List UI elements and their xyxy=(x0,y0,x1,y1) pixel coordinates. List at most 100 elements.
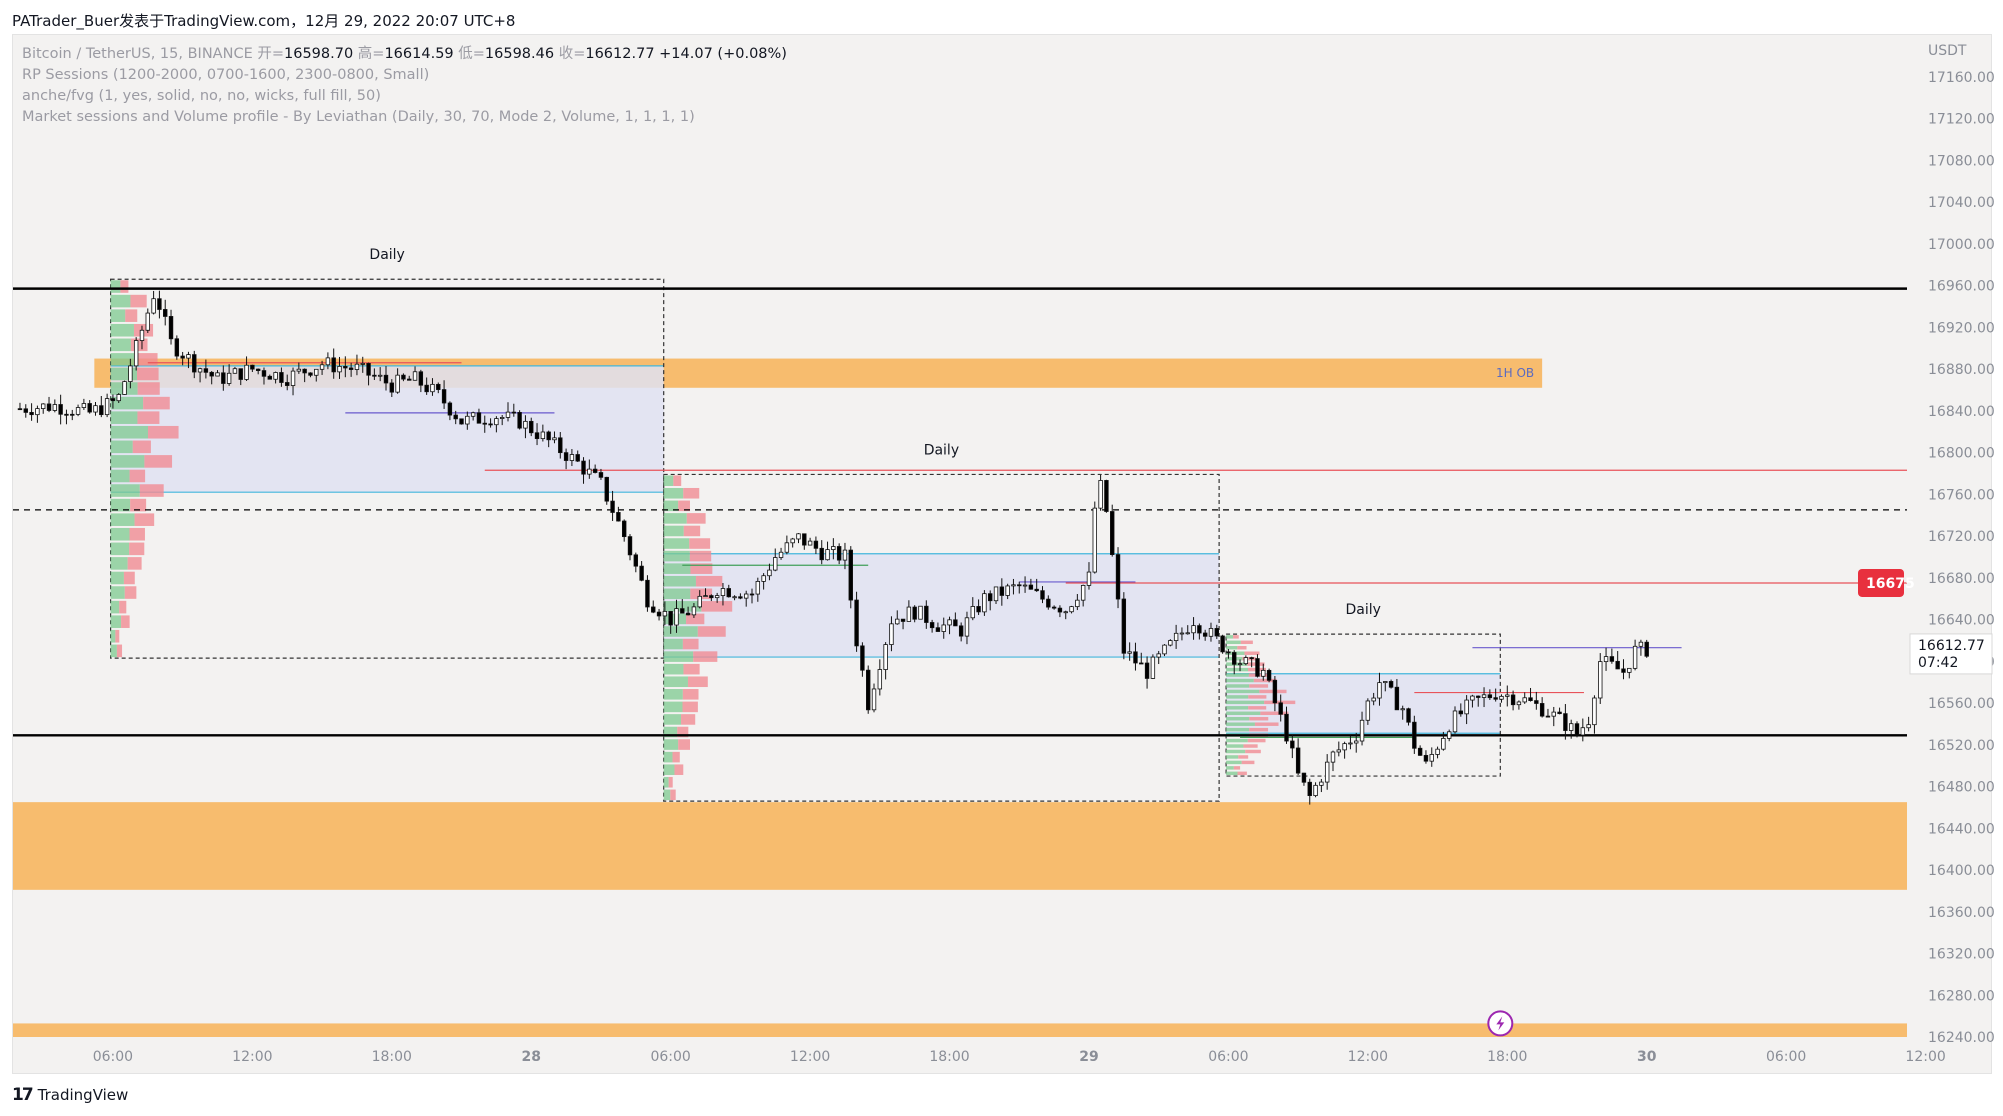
volume-profile-bar-up xyxy=(663,538,690,549)
time-tick-label: 06:00 xyxy=(1766,1049,1806,1065)
candle-down xyxy=(110,398,116,402)
volume-profile-bar-down xyxy=(119,600,127,614)
volume-profile-bar-down xyxy=(1245,749,1261,754)
volume-profile-bar-down xyxy=(144,455,173,468)
volume-profile-bar-down xyxy=(139,484,164,497)
volume-profile-bar-down xyxy=(670,789,676,801)
candle-up xyxy=(825,549,830,561)
candle-down xyxy=(447,402,453,416)
candle-up xyxy=(505,411,511,418)
low-value: 16598.46 xyxy=(484,46,555,62)
candle-up xyxy=(720,588,726,596)
close-value: 16612.77 xyxy=(585,46,655,62)
price-tick-label: 16240.00 xyxy=(1928,1030,1995,1046)
volume-profile-bar-up xyxy=(1226,706,1249,710)
volume-profile-bar-up xyxy=(110,396,144,410)
plot-layer: 1H OB Daily Daily Daily xyxy=(13,247,1907,1037)
candle-down xyxy=(1220,635,1225,653)
candle-down xyxy=(1394,686,1400,711)
candle-down xyxy=(639,565,644,581)
indicator-anche-fvg[interactable]: anche/fvg (1, yes, solid, no, no, wicks,… xyxy=(22,88,381,104)
volume-profile-bar-up xyxy=(110,557,128,570)
volume-profile-bar-down xyxy=(1242,656,1256,661)
candle-up xyxy=(1168,640,1173,646)
candle-up xyxy=(1185,632,1190,635)
candle-up xyxy=(732,596,737,599)
volume-profile-bar-down xyxy=(701,601,733,612)
price-tick-label: 17040.00 xyxy=(1928,195,1995,211)
candle-down xyxy=(621,520,627,538)
candle-down xyxy=(424,384,429,393)
indicator-rp-sessions[interactable]: RP Sessions (1200-2000, 0700-1600, 2300-… xyxy=(22,67,430,83)
candle-up xyxy=(1632,645,1638,669)
candle-up xyxy=(1086,571,1092,586)
candle-down xyxy=(441,389,447,404)
candle-up xyxy=(499,417,505,419)
volume-profile-bar-up xyxy=(110,338,131,352)
price-tick-label: 16960.00 xyxy=(1928,279,1995,295)
candle-up xyxy=(52,404,58,411)
volume-profile-bar-up xyxy=(663,726,678,738)
candle-up xyxy=(226,372,232,384)
session-label: Daily xyxy=(369,247,404,263)
volume-profile-bar-up xyxy=(1226,684,1250,688)
candle-down xyxy=(209,371,214,377)
volume-profile-bar-down xyxy=(677,726,689,738)
volume-profile-bar-down xyxy=(674,764,684,775)
volume-profile-bar-down xyxy=(143,396,170,410)
volume-profile-bar-down xyxy=(130,498,147,512)
candle-down xyxy=(651,606,656,613)
candle-down xyxy=(575,454,580,462)
volume-profile-bar-up xyxy=(663,676,688,688)
candle-down xyxy=(592,468,598,473)
candle-up xyxy=(1208,628,1214,637)
candle-up xyxy=(1377,682,1382,699)
candle-up xyxy=(1022,584,1028,587)
candle-up xyxy=(691,606,697,616)
volume-profile-bar-down xyxy=(121,615,130,628)
volume-profile-bar-up xyxy=(110,455,145,468)
tradingview-footer[interactable]: 𝟭𝟳 TradingView xyxy=(12,1085,128,1105)
price-tick-label: 16680.00 xyxy=(1928,571,1995,587)
volume-profile-bar-down xyxy=(689,538,711,549)
volume-profile-bar-down xyxy=(125,309,138,322)
candle-up xyxy=(1237,663,1243,666)
candle-up xyxy=(1173,632,1179,641)
currency-label: USDT xyxy=(1928,43,1967,59)
price-tick-label: 16800.00 xyxy=(1928,446,1995,462)
volume-profile-bar-up xyxy=(110,309,126,322)
time-tick-label: 12:00 xyxy=(232,1049,272,1065)
volume-profile-bar-up xyxy=(663,789,671,801)
candle-up xyxy=(1627,667,1632,673)
volume-profile-bar-down xyxy=(1260,711,1289,716)
high-label: 高= xyxy=(357,46,385,62)
candle-up xyxy=(871,688,877,711)
volume-profile-bar-down xyxy=(1248,695,1267,699)
candle-down xyxy=(1226,651,1231,654)
candle-up xyxy=(1580,727,1586,736)
candle-down xyxy=(476,412,482,424)
volume-profile-bar-up xyxy=(663,513,687,524)
candle-up xyxy=(465,415,470,425)
candle-up xyxy=(1371,697,1376,702)
candle-down xyxy=(726,588,731,598)
volume-profile-bar-down xyxy=(682,701,698,713)
volume-profile-bar-down xyxy=(678,739,690,750)
volume-profile-bar-up xyxy=(110,484,140,497)
volume-profile-bar-up xyxy=(1226,749,1246,754)
symbol-name[interactable]: Bitcoin / TetherUS, 15, BINANCE xyxy=(22,46,253,62)
volume-profile-bar-down xyxy=(1237,771,1247,776)
candle-down xyxy=(1051,606,1057,609)
candle-up xyxy=(360,363,365,365)
candle-down xyxy=(1115,554,1121,600)
candle-down xyxy=(633,554,639,567)
indicator-market-sessions[interactable]: Market sessions and Volume profile - By … xyxy=(22,109,695,125)
price-tick-label: 16880.00 xyxy=(1928,362,1995,378)
candle-down xyxy=(958,625,964,637)
candle-up xyxy=(133,340,139,367)
candle-up xyxy=(773,557,778,571)
candle-up xyxy=(767,569,772,577)
volume-profile-bar-up xyxy=(663,751,673,763)
volume-profile-bar-down xyxy=(668,776,673,788)
